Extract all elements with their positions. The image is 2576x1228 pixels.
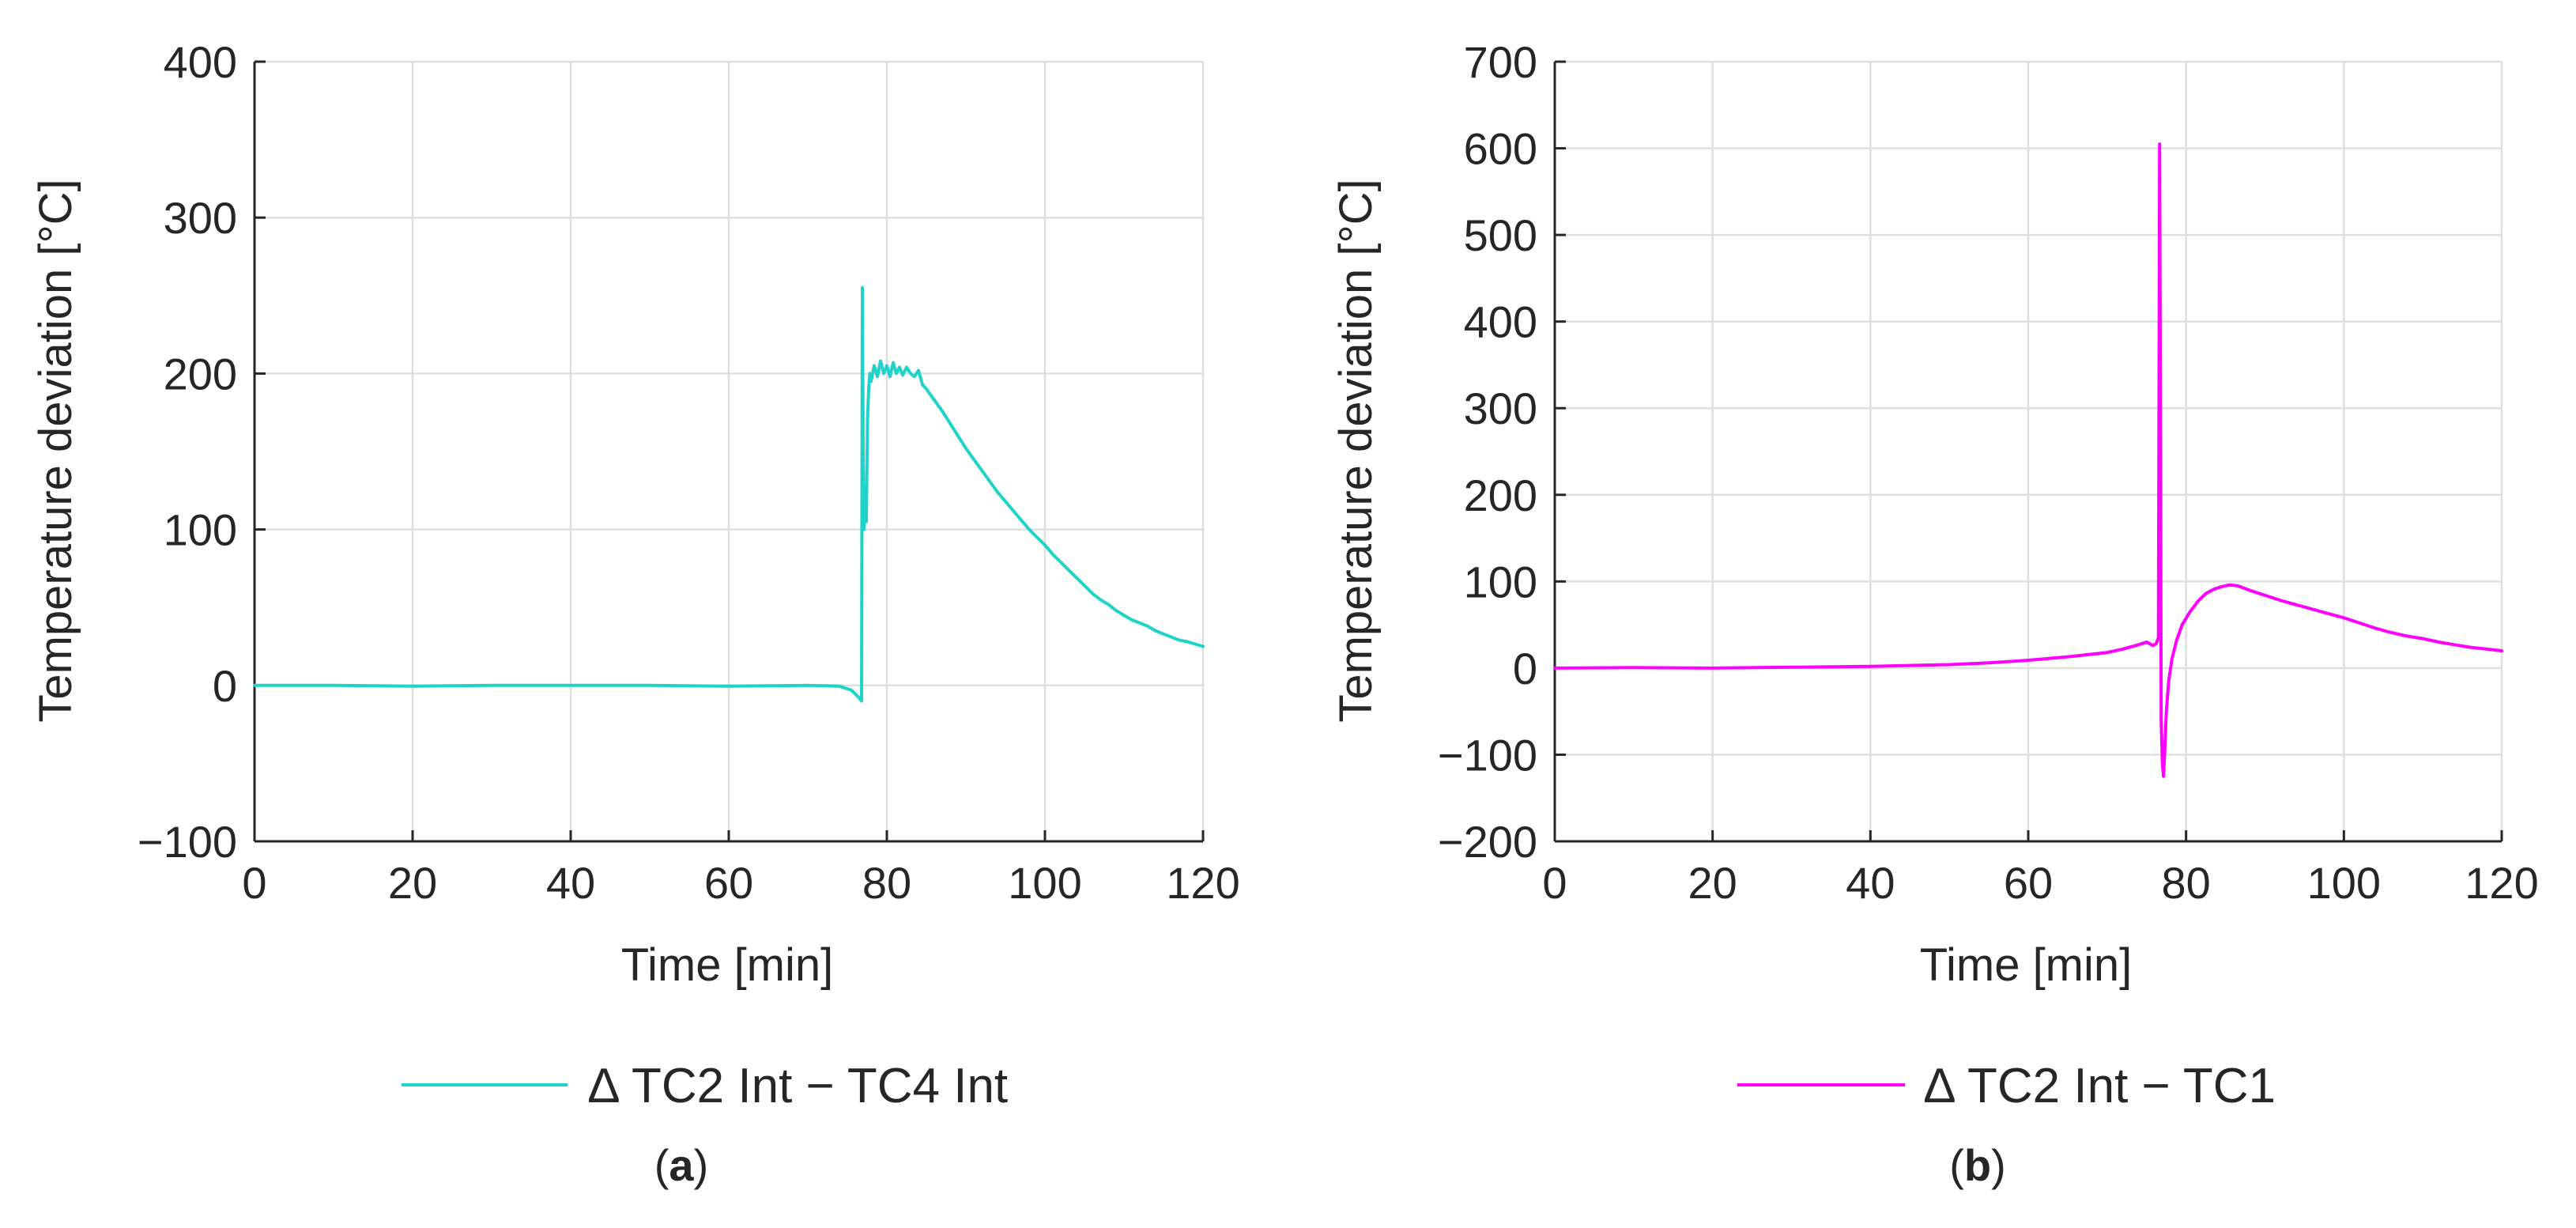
panel-label-a: (a) — [654, 1140, 708, 1190]
x-tick-label: 0 — [1542, 858, 1567, 908]
y-tick-label: −100 — [1438, 730, 1537, 780]
x-tick-label: 80 — [862, 858, 911, 908]
y-tick-label: 100 — [1464, 557, 1537, 606]
y-tick-label: 500 — [1464, 210, 1537, 260]
legend-a: ∆ TC2 Int − TC4 Int — [402, 1059, 1008, 1113]
x-tick-label: 40 — [546, 858, 595, 908]
y-tick-label: 300 — [1464, 384, 1537, 433]
y-tick-label: 400 — [164, 37, 237, 87]
x-axis-label-a: Time [min] — [621, 939, 834, 991]
y-tick-label: −100 — [138, 817, 237, 867]
axes-a — [253, 60, 1205, 843]
x-tick-label: 100 — [2307, 858, 2381, 908]
x-tick-label: 0 — [242, 858, 266, 908]
x-tick-label: 120 — [1166, 858, 1239, 908]
legend-label-a: ∆ TC2 Int − TC4 Int — [589, 1059, 1008, 1113]
axes-b — [1553, 60, 2503, 843]
y-axis-label-a: Temperature deviation [°C] — [30, 179, 81, 722]
y-tick-label: 0 — [213, 661, 237, 711]
legend-b: ∆ TC2 Int − TC1 — [1737, 1059, 2276, 1113]
series-line-a-0 — [253, 285, 1205, 703]
panel-letter-a: a — [669, 1140, 694, 1190]
x-tick-label: 100 — [1008, 858, 1081, 908]
series-a — [253, 285, 1205, 703]
panel-letter-b: b — [1964, 1140, 1991, 1190]
legend-label-b: ∆ TC2 Int − TC1 — [1925, 1059, 2276, 1113]
chart-panel-b: 0 20 40 60 80 100 120 −200 −100 0 100 200 300 400 500 6… — [1330, 37, 2539, 1190]
y-tick-label: 400 — [1464, 297, 1537, 347]
y-tick-label: 100 — [164, 505, 237, 555]
panel-label-b: (b) — [1949, 1140, 2006, 1190]
y-axis-label-b: Temperature deviation [°C] — [1330, 179, 1382, 722]
series-line-b-0 — [1553, 142, 2503, 778]
y-tick-label: 0 — [1513, 644, 1537, 693]
x-tick-label: 20 — [388, 858, 437, 908]
x-tick-label: 80 — [2162, 858, 2211, 908]
y-tick-label: 300 — [164, 193, 237, 243]
y-tick-label: 200 — [164, 349, 237, 399]
x-axis-label-b: Time [min] — [1920, 939, 2133, 991]
x-tick-label: 20 — [1688, 858, 1737, 908]
y-tick-label: 600 — [1464, 124, 1537, 174]
series-b — [1553, 142, 2503, 778]
tick-labels-b: 0 20 40 60 80 100 120 −200 −100 0 100 200 300 400 500 6… — [1438, 37, 2539, 908]
y-tick-label: 200 — [1464, 470, 1537, 520]
y-tick-label: 700 — [1464, 37, 1537, 87]
y-tick-label: −200 — [1438, 817, 1537, 867]
x-tick-label: 40 — [1846, 858, 1895, 908]
x-tick-label: 120 — [2465, 858, 2538, 908]
x-tick-label: 60 — [2004, 858, 2053, 908]
x-tick-label: 60 — [704, 858, 753, 908]
